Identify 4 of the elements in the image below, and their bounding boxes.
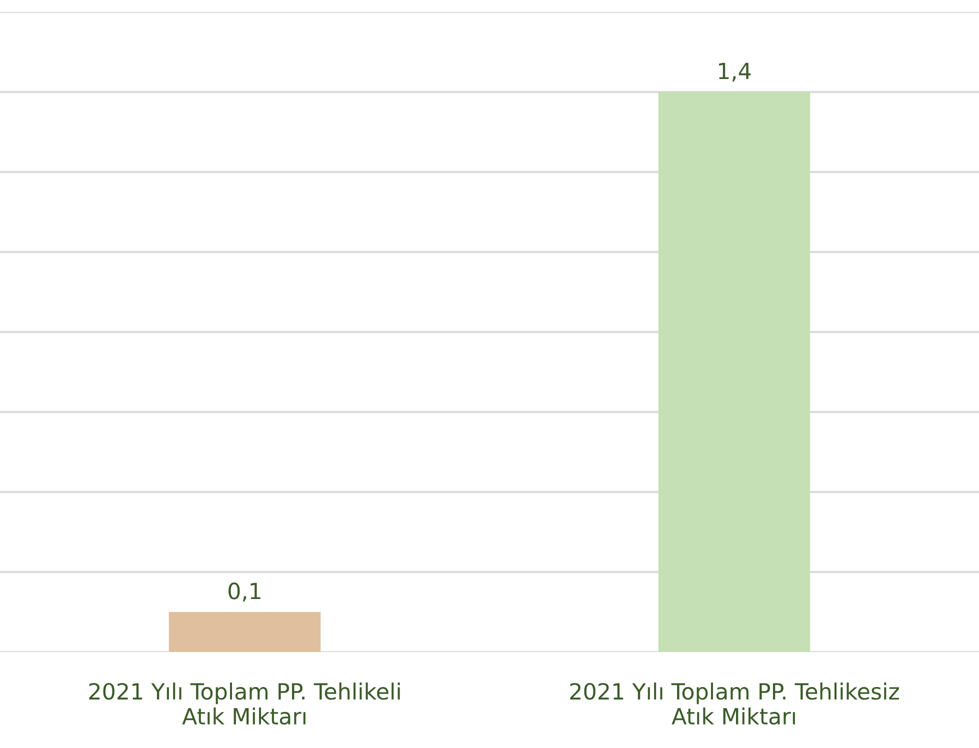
x-tick-label: 2021 Yılı Toplam PP. Tehlikesiz Atık Miktarı: [570, 682, 899, 725]
data-label: 1,4: [719, 62, 751, 82]
x-tick-label: 2021 Yılı Toplam PP. Tehlikeli Atık Miktarı: [89, 682, 400, 725]
data-label: 0,1: [228, 582, 260, 602]
